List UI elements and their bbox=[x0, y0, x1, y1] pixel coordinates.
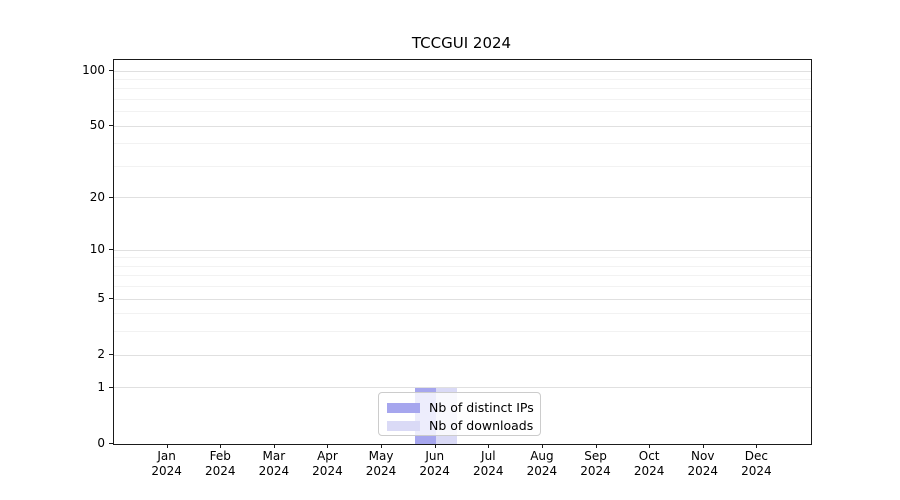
x-tick-label: Nov 2024 bbox=[687, 449, 719, 478]
y-tick bbox=[109, 249, 113, 251]
x-tick-label: Sep 2024 bbox=[580, 449, 611, 478]
gridline-minor bbox=[114, 331, 811, 333]
x-tick-label: Jan 2024 bbox=[151, 449, 182, 478]
x-tick-label: Dec 2024 bbox=[741, 449, 772, 478]
x-tick bbox=[595, 444, 597, 448]
plot-area: Nb of distinct IPs Nb of downloads bbox=[113, 59, 812, 445]
gridline-minor bbox=[114, 257, 811, 259]
x-tick bbox=[220, 444, 222, 448]
legend-entry-downloads: Nb of downloads bbox=[387, 417, 534, 435]
x-tick bbox=[381, 444, 383, 448]
x-tick-label: Feb 2024 bbox=[204, 449, 236, 478]
gridline-major bbox=[114, 70, 811, 72]
gridline-major bbox=[114, 387, 811, 389]
gridline-minor bbox=[114, 143, 811, 145]
x-tick-label: Aug 2024 bbox=[526, 449, 558, 478]
x-tick bbox=[273, 444, 275, 448]
x-tick bbox=[488, 444, 490, 448]
x-tick bbox=[434, 444, 436, 448]
gridline-major bbox=[114, 197, 811, 199]
y-tick-label: 100 bbox=[82, 63, 105, 77]
x-tick-label: May 2024 bbox=[365, 449, 397, 478]
gridline-minor bbox=[114, 275, 811, 277]
x-tick bbox=[166, 444, 168, 448]
gridline-major bbox=[114, 249, 811, 251]
x-tick bbox=[327, 444, 329, 448]
gridline-minor bbox=[114, 98, 811, 100]
x-tick bbox=[702, 444, 704, 448]
y-tick-label: 5 bbox=[97, 291, 105, 306]
y-tick-label: 1 bbox=[97, 379, 105, 394]
y-tick bbox=[109, 443, 113, 444]
y-tick bbox=[109, 298, 113, 300]
gridline-minor bbox=[114, 88, 811, 90]
legend-label-downloads: Nb of downloads bbox=[429, 418, 534, 433]
x-tick bbox=[649, 444, 651, 448]
y-tick bbox=[109, 125, 113, 127]
y-tick bbox=[109, 196, 113, 198]
y-tick-label: 0 bbox=[97, 436, 105, 450]
y-tick bbox=[109, 386, 113, 388]
gridline-minor bbox=[114, 265, 811, 267]
x-tick-label: Apr 2024 bbox=[312, 449, 343, 478]
x-tick bbox=[541, 444, 543, 448]
legend-swatch-downloads bbox=[387, 421, 420, 431]
legend-swatch-distinct-ips bbox=[387, 403, 420, 413]
x-tick-label: Jun 2024 bbox=[419, 449, 450, 478]
gridline-minor bbox=[114, 313, 811, 315]
x-tick-label: Mar 2024 bbox=[258, 449, 290, 478]
y-tick-label: 10 bbox=[89, 242, 105, 257]
legend: Nb of distinct IPs Nb of downloads bbox=[378, 392, 541, 436]
legend-label-distinct-ips: Nb of distinct IPs bbox=[429, 400, 534, 415]
x-tick bbox=[756, 444, 758, 448]
y-tick-label: 50 bbox=[89, 118, 105, 133]
gridline-major bbox=[114, 298, 811, 300]
x-tick-label: Oct 2024 bbox=[633, 449, 665, 478]
gridline-minor bbox=[114, 111, 811, 113]
y-tick bbox=[109, 354, 113, 356]
chart-title: TCCGUI 2024 bbox=[411, 34, 512, 52]
y-tick-label: 2 bbox=[97, 347, 105, 362]
gridline-minor bbox=[114, 165, 811, 167]
gridline-minor bbox=[114, 286, 811, 288]
y-tick bbox=[109, 70, 113, 71]
gridline-major bbox=[114, 354, 811, 356]
x-tick-label: Jul 2024 bbox=[473, 449, 504, 478]
y-tick-label: 20 bbox=[89, 189, 105, 204]
legend-entry-distinct-ips: Nb of distinct IPs bbox=[387, 399, 534, 417]
gridline-minor bbox=[114, 78, 811, 80]
gridline-major bbox=[114, 125, 811, 127]
